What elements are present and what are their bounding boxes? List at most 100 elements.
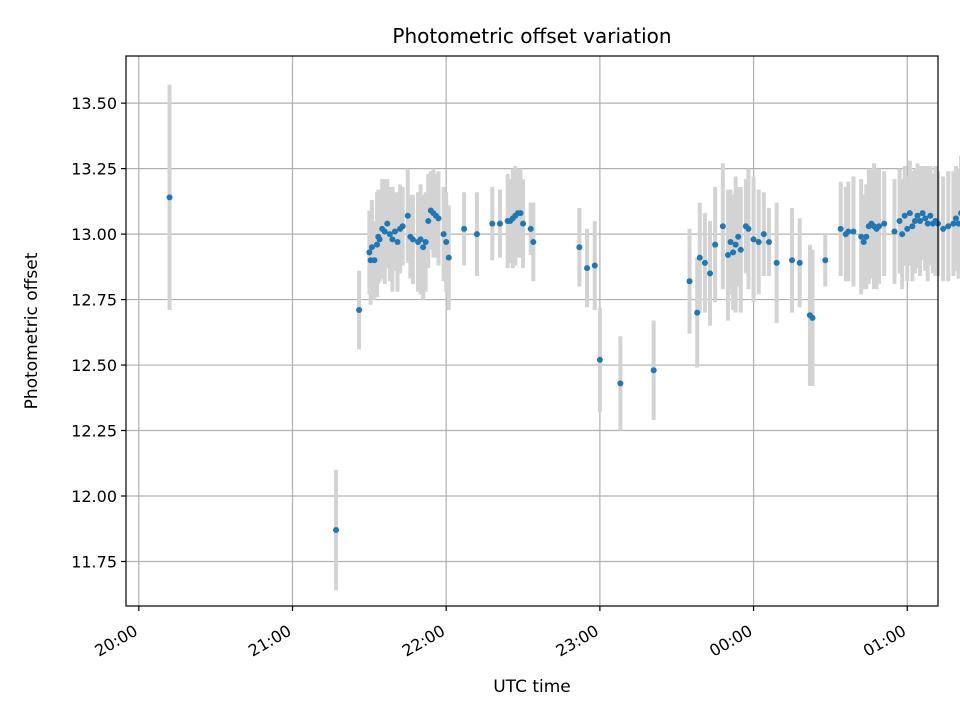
data-point	[914, 212, 921, 219]
data-point	[945, 223, 952, 230]
data-point	[850, 228, 857, 235]
data-point	[788, 257, 795, 264]
y-axis: 11.75 12.00 12.25 12.50 12.75 13.00 13.25 13.50	[71, 94, 126, 571]
y-tick-label: 12.75	[71, 291, 117, 310]
data-point	[496, 220, 503, 227]
data-point	[765, 238, 772, 245]
data-point	[719, 223, 726, 230]
data-point	[822, 257, 829, 264]
data-point	[845, 228, 852, 235]
data-point	[596, 356, 603, 363]
x-tick-label: 20:00	[91, 621, 140, 661]
data-point	[911, 218, 918, 224]
data-point	[809, 314, 816, 321]
x-tick-label: 22:00	[399, 621, 448, 661]
data-point	[576, 244, 583, 251]
data-point	[381, 228, 388, 235]
data-point	[422, 238, 429, 245]
data-point	[837, 225, 844, 232]
data-point	[707, 270, 714, 277]
data-point	[919, 210, 926, 217]
data-point	[399, 223, 406, 230]
y-axis-title: Photometric offset	[22, 252, 42, 409]
data-point	[860, 238, 867, 245]
data-point	[694, 309, 701, 316]
data-points	[166, 194, 960, 534]
data-point	[917, 218, 924, 224]
data-point	[727, 238, 734, 245]
data-point	[527, 225, 534, 232]
x-tick-label: 21:00	[245, 621, 294, 661]
y-tick-label: 12.25	[71, 422, 117, 441]
x-tick-label: 01:00	[860, 621, 909, 661]
data-point	[796, 259, 803, 266]
chart-title: Photometric offset variation	[392, 24, 671, 48]
y-tick-label: 11.75	[71, 552, 117, 571]
data-point	[425, 218, 432, 224]
data-point	[686, 278, 693, 285]
data-point	[386, 231, 393, 238]
data-point	[858, 233, 865, 240]
y-tick-label: 12.00	[71, 487, 117, 506]
data-point	[701, 259, 708, 266]
data-point	[737, 246, 744, 253]
data-point	[735, 233, 742, 240]
data-point	[896, 218, 903, 224]
data-point	[927, 212, 934, 219]
data-point	[650, 367, 657, 374]
data-point	[891, 228, 898, 235]
data-point	[404, 212, 411, 219]
data-point	[745, 225, 752, 232]
data-point	[696, 254, 703, 261]
data-point	[445, 254, 452, 261]
data-point	[773, 259, 780, 266]
data-point	[443, 238, 450, 245]
data-point	[409, 236, 416, 243]
data-point	[440, 231, 447, 238]
data-point	[755, 238, 762, 245]
data-point	[732, 241, 739, 248]
data-point	[389, 236, 396, 243]
data-point	[489, 220, 496, 227]
y-tick-label: 13.00	[71, 225, 117, 244]
data-point	[952, 215, 959, 222]
data-point	[461, 225, 468, 232]
data-point	[391, 228, 398, 235]
grid	[126, 56, 938, 606]
data-point	[584, 265, 591, 272]
data-point	[730, 249, 737, 256]
x-tick-label: 00:00	[706, 621, 755, 661]
data-point	[724, 252, 731, 259]
data-point	[955, 220, 960, 227]
data-point	[368, 244, 375, 251]
data-point	[530, 238, 537, 245]
data-point	[420, 244, 427, 251]
data-point	[922, 215, 929, 222]
data-point	[901, 212, 908, 219]
error-bars	[167, 84, 960, 591]
data-point	[950, 220, 957, 227]
data-point	[909, 223, 916, 230]
data-point	[356, 307, 363, 314]
data-point	[371, 257, 378, 264]
data-point	[904, 225, 911, 232]
data-point	[417, 236, 424, 243]
y-tick-label: 12.50	[71, 356, 117, 375]
data-point	[366, 249, 373, 256]
data-point	[473, 231, 480, 238]
data-point	[760, 231, 767, 238]
data-point	[906, 210, 913, 217]
data-point	[617, 380, 624, 387]
data-point	[376, 236, 383, 243]
axes-frame	[125, 55, 939, 607]
data-point	[863, 233, 870, 240]
data-point	[384, 220, 391, 227]
data-point	[394, 238, 401, 245]
data-point	[374, 241, 381, 248]
data-point	[435, 215, 442, 222]
data-point	[750, 236, 757, 243]
data-point	[591, 262, 598, 269]
data-point	[520, 220, 527, 227]
data-point	[940, 225, 947, 232]
